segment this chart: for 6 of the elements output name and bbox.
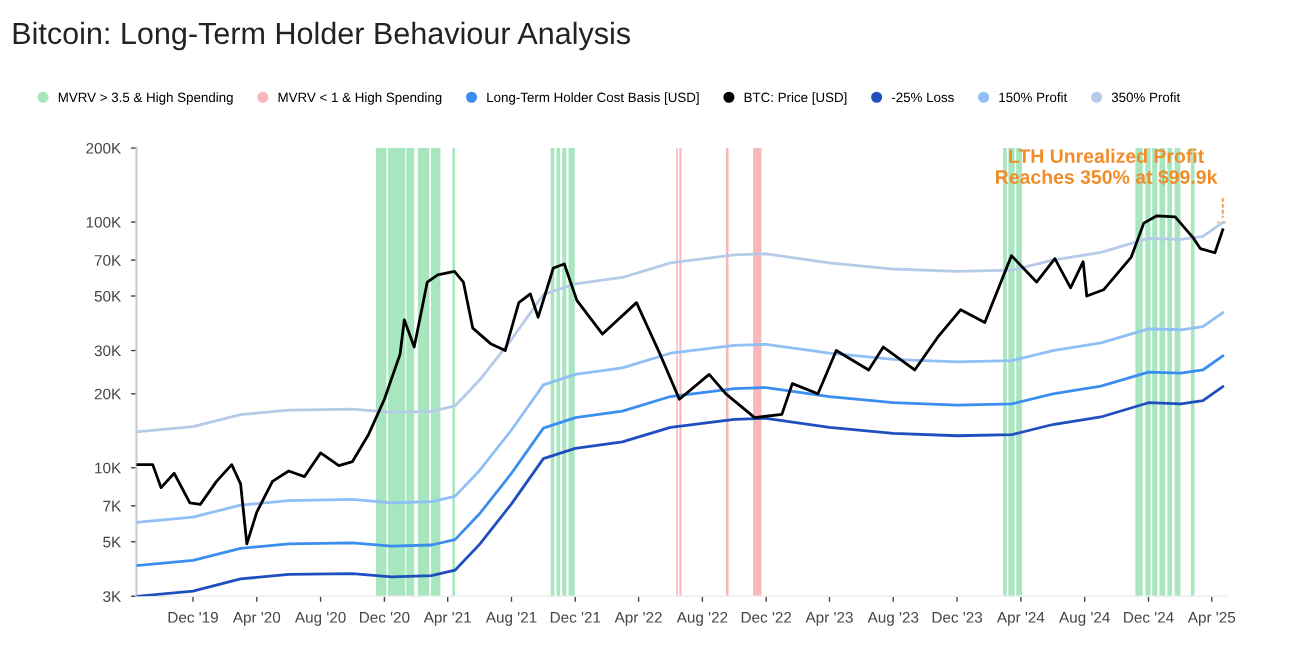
line-series [136,220,1225,434]
line-series [136,385,1225,597]
line-series [136,354,1225,567]
line-series [136,311,1225,524]
chart-title: Bitcoin: Long-Term Holder Behaviour Analysis [13,21,631,51]
line-series [136,214,1225,546]
